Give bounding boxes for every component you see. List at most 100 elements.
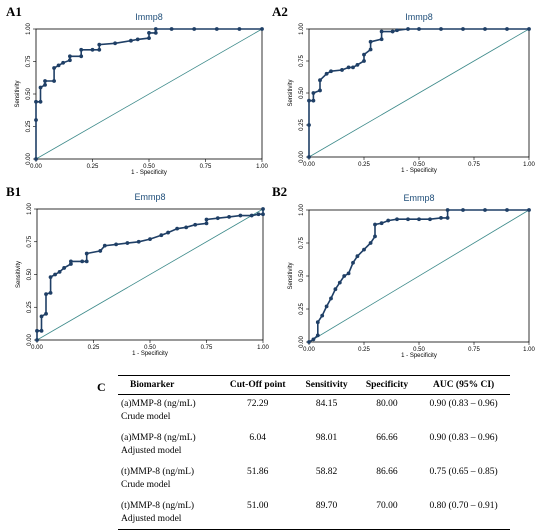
y-tick-label: 1.00	[299, 204, 305, 216]
roc-point	[483, 208, 487, 212]
roc-point	[34, 157, 38, 161]
roc-point	[505, 208, 509, 212]
roc-point	[69, 259, 73, 264]
x-tick-label: 1.00	[257, 345, 269, 351]
roc-point	[56, 63, 61, 68]
roc-point	[43, 83, 47, 87]
roc-point	[148, 237, 152, 242]
roc-point	[48, 275, 53, 280]
specificity-cell: 80.00	[376, 399, 398, 409]
roc-point	[461, 27, 465, 31]
roc-point	[368, 39, 373, 44]
roc-point	[69, 262, 73, 266]
roc-point	[483, 27, 487, 31]
header-sensitivity: Sensitivity	[296, 375, 357, 395]
roc-point	[439, 216, 443, 220]
roc-point	[68, 58, 72, 63]
roc-point	[61, 60, 66, 65]
roc-point	[346, 65, 351, 70]
y-tick-label: 0.25	[27, 301, 33, 313]
roc-point	[48, 290, 53, 295]
table-row: (a)MMP-8 (ng/mL) Crude model 72.29 84.15…	[118, 395, 510, 428]
specificity-cell: 70.00	[356, 495, 418, 530]
roc-point	[153, 27, 158, 31]
y-tick-label: 0.75	[299, 55, 305, 67]
x-tick-label: 0.25	[358, 162, 370, 168]
roc-curve	[308, 28, 529, 157]
x-tick-label: 0.25	[358, 347, 370, 353]
sensitivity-cell: 84.15	[315, 399, 338, 409]
roc-point	[445, 208, 450, 212]
y-tick-label: 1.00	[26, 23, 32, 35]
roc-point	[237, 27, 242, 31]
x-tick-label: 0.75	[201, 345, 213, 351]
roc-point	[329, 296, 333, 301]
roc-point	[193, 222, 198, 227]
roc-point	[125, 241, 130, 245]
roc-point	[329, 69, 333, 74]
roc-point	[417, 27, 421, 31]
cutoff-cell: 6.04	[249, 433, 267, 443]
roc-point	[355, 62, 360, 67]
results-table-section: C Biomarker Cut-Off point Sensitivity Sp…	[0, 372, 550, 530]
auc-cell: 0.75 (0.65 – 0.85)	[429, 467, 498, 477]
roc-point	[527, 27, 531, 31]
plot-title: Emmp8	[403, 193, 434, 203]
roc-point	[320, 313, 325, 318]
y-tick-label: 0.00	[26, 153, 32, 165]
header-biomarker: Biomarker	[118, 375, 220, 395]
roc-point	[333, 287, 338, 292]
plot-title: Immp8	[405, 12, 433, 22]
roc-point	[135, 37, 140, 42]
roc-point	[192, 27, 197, 31]
biomarker-name: (a)MMP-8 (ng/mL)	[121, 433, 196, 443]
roc-point	[159, 233, 164, 238]
x-tick-label: 0.50	[413, 347, 425, 353]
y-tick-label: 0.50	[26, 88, 32, 100]
biomarker-name: (t)MMP-8 (ng/mL)	[121, 467, 195, 477]
specificity-cell: 86.66	[376, 467, 398, 477]
roc-point	[227, 214, 232, 219]
y-tick-label: 0.75	[299, 237, 305, 249]
table-row: (t)MMP-8 (ng/mL) Adjusted model 51.00 89…	[118, 495, 510, 530]
y-tick-label: 0.00	[27, 334, 33, 346]
roc-point	[98, 249, 103, 253]
reference-line	[36, 208, 264, 341]
x-axis-label: 1 - Specificity	[401, 353, 437, 359]
x-tick-label: 0.50	[143, 164, 155, 170]
biomarker-name: (a)MMP-8 (ng/mL)	[121, 399, 196, 409]
model-name: Crude model	[121, 480, 171, 490]
results-table: Biomarker Cut-Off point Sensitivity Spec…	[118, 375, 510, 530]
roc-point	[80, 259, 85, 264]
roc-point	[52, 79, 56, 83]
roc-point	[44, 292, 48, 297]
reference-line	[35, 28, 263, 160]
roc-point	[52, 66, 56, 70]
roc-point	[337, 280, 342, 285]
roc-point	[362, 59, 366, 63]
roc-point	[84, 251, 89, 256]
roc-point	[136, 239, 141, 244]
roc-point	[307, 123, 311, 127]
roc-point	[114, 242, 118, 247]
roc-point	[44, 311, 48, 316]
roc-point	[68, 54, 72, 59]
y-axis-label: Sensitivity	[288, 79, 294, 106]
y-tick-label: 1.00	[299, 23, 305, 35]
x-axis-label: 1 - Specificity	[401, 168, 437, 174]
roc-point	[53, 272, 57, 277]
biomarker-cell: (a)MMP-8 (ng/mL) Adjusted model	[118, 427, 219, 461]
roc-point	[311, 91, 316, 95]
table-header-row: Biomarker Cut-Off point Sensitivity Spec…	[118, 375, 510, 395]
table-row: (a)MMP-8 (ng/mL) Adjusted model 6.04 98.…	[118, 427, 510, 461]
x-tick-label: 0.50	[413, 162, 425, 168]
roc-point	[406, 27, 410, 31]
y-axis-label: Sensitivity	[15, 80, 21, 107]
y-tick-label: 0.25	[26, 120, 32, 132]
roc-point	[307, 98, 311, 103]
roc-point	[346, 271, 351, 276]
plot-title: Immp8	[135, 12, 163, 22]
roc-point	[147, 31, 151, 35]
roc-point	[79, 54, 84, 59]
roc-point	[113, 41, 117, 46]
